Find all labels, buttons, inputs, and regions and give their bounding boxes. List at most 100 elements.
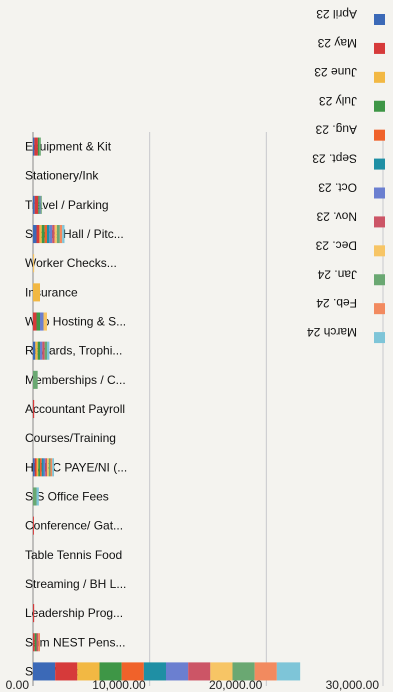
bar-segment xyxy=(36,225,40,244)
category-label: Sam NEST Pens... xyxy=(25,635,125,649)
bar-segment xyxy=(41,458,44,477)
bar-segment xyxy=(42,341,45,360)
category-label: Insurance xyxy=(25,285,78,299)
bar-segment xyxy=(40,312,44,331)
value-tick-label: 30,000.00 xyxy=(326,678,380,692)
bar-segment xyxy=(52,225,55,244)
bar-segment xyxy=(37,341,40,360)
value-tick-label: 10,000.00 xyxy=(92,678,146,692)
legend-swatch xyxy=(374,158,385,170)
bar-segment xyxy=(54,225,57,244)
category-label: SIS Office Fees xyxy=(25,489,109,503)
category-label: Travel / Parking xyxy=(25,198,109,212)
bar-segment xyxy=(50,458,53,477)
category-label: Conference/ Gat... xyxy=(25,519,123,533)
bar-segment xyxy=(254,662,277,681)
bar-segment xyxy=(143,662,166,681)
bar-segment xyxy=(36,633,39,652)
bar-segment xyxy=(39,137,41,156)
legend-label: July 23 xyxy=(319,94,357,108)
bar-segment xyxy=(33,633,35,652)
legend-label: Feb. 24 xyxy=(316,296,357,310)
legend-swatch xyxy=(374,14,385,25)
category-label: Table Tennis Food xyxy=(25,548,122,562)
bar-segment xyxy=(39,225,42,244)
bar-segment xyxy=(52,458,54,477)
bar-segment xyxy=(38,195,40,214)
bar-segment xyxy=(34,195,39,214)
legend-label: June 23 xyxy=(314,65,357,79)
bar-segment xyxy=(38,633,40,652)
bar-segment xyxy=(276,662,301,681)
value-tick-label: 20,000.00 xyxy=(209,678,263,692)
bar-segment xyxy=(35,341,38,360)
bar-segment xyxy=(36,312,40,331)
bar-segment xyxy=(32,370,38,389)
bar-segment xyxy=(44,225,47,244)
bar-segment xyxy=(33,283,40,302)
bar-segment xyxy=(34,633,37,652)
bar-segment xyxy=(33,312,37,331)
legend-swatch xyxy=(374,303,385,315)
bar-segment xyxy=(40,341,43,360)
legend-swatch xyxy=(374,100,385,112)
legend-swatch xyxy=(374,332,385,344)
category-label: Memberships / C... xyxy=(25,373,126,387)
legend-label: March 24 xyxy=(307,325,357,339)
bar-segment xyxy=(47,225,50,244)
bar-segment xyxy=(32,137,35,156)
bar-segment xyxy=(99,662,122,681)
legend-label: Oct. 23 xyxy=(318,181,357,195)
bar-segment xyxy=(33,341,36,360)
category-label: Leadership Prog... xyxy=(25,606,123,620)
legend-swatch xyxy=(374,274,385,286)
legend-label: Dec. 23 xyxy=(315,238,357,252)
bar-segment xyxy=(43,458,46,477)
bar-segment xyxy=(32,254,35,273)
bar-segment xyxy=(47,458,49,477)
legend-label: Aug. 23 xyxy=(315,123,357,137)
legend-label: Jan. 24 xyxy=(317,267,357,281)
bar-segment xyxy=(32,399,35,419)
bar-segment xyxy=(166,662,189,681)
category-label: Web Hosting & S... xyxy=(25,315,126,329)
legend-swatch xyxy=(374,42,385,54)
category-label: Courses/Training xyxy=(25,431,116,445)
bar-segment xyxy=(210,662,233,681)
bar-segment xyxy=(38,458,40,477)
category-label: Rewards, Trophi... xyxy=(25,344,122,358)
bar-segment xyxy=(39,195,41,214)
bar-segment xyxy=(62,225,65,244)
bar-segment xyxy=(44,341,47,360)
bar-segment xyxy=(121,662,144,681)
bar-segment xyxy=(34,458,37,477)
bar-segment xyxy=(56,225,60,244)
legend-label: April 23 xyxy=(316,7,357,21)
bar-segment xyxy=(47,341,50,360)
category-label: Streaming / BH L... xyxy=(25,577,126,591)
bar-segment xyxy=(188,662,211,681)
bar-segment xyxy=(34,137,38,156)
legend-label: Sept. 23 xyxy=(312,152,357,166)
bar-segment xyxy=(33,195,35,214)
category-label: Equipment & Kit xyxy=(25,140,112,154)
bar-segment xyxy=(55,662,78,681)
bar-segment xyxy=(32,516,34,535)
bar-segment xyxy=(33,458,35,477)
bar-segment xyxy=(32,604,35,623)
bar-segment xyxy=(41,225,45,244)
bar-segment xyxy=(59,225,63,244)
bar-segment xyxy=(33,487,37,506)
legend-swatch xyxy=(374,71,385,83)
legend-swatch xyxy=(374,216,385,228)
value-tick-label: 0.00 xyxy=(6,678,30,692)
legend-swatch xyxy=(374,187,385,199)
bar-segment xyxy=(36,458,39,477)
bar-segment xyxy=(45,458,47,477)
bar-segment xyxy=(48,458,51,477)
bar-segment xyxy=(36,487,39,506)
category-label: Stationery/Ink xyxy=(25,169,99,183)
bar-segment xyxy=(232,662,255,681)
